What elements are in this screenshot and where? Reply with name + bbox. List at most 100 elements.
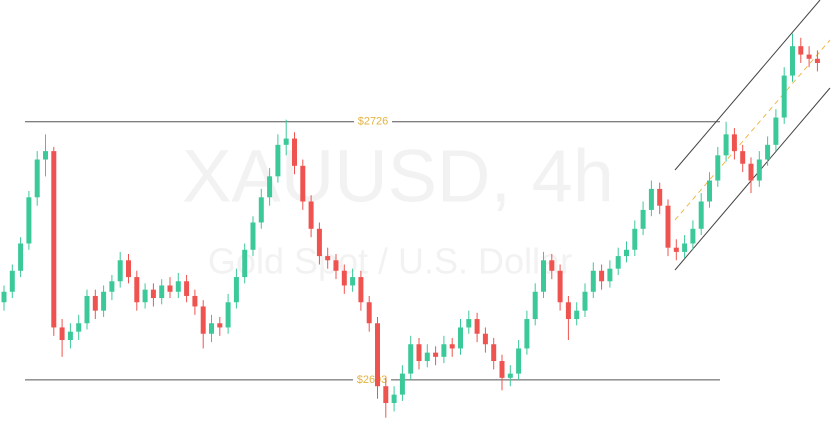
- candle-body: [806, 54, 812, 59]
- candle-body: [624, 249, 629, 257]
- candle-body: [1, 291, 7, 303]
- candle-body: [740, 151, 746, 164]
- candle-body: [648, 188, 654, 210]
- channel-upper: [674, 0, 821, 171]
- candle-body: [142, 289, 148, 303]
- candle-body: [665, 205, 671, 248]
- candle-body: [126, 260, 131, 278]
- candle-body: [375, 323, 380, 387]
- candle-body: [399, 373, 405, 395]
- candle-body: [814, 58, 820, 63]
- candle-body: [283, 138, 289, 145]
- candle-body: [225, 302, 231, 328]
- candle-body: [408, 344, 414, 374]
- candle-body: [491, 344, 497, 362]
- candle-body: [350, 277, 356, 286]
- candle-body: [765, 144, 771, 160]
- candles: [1, 33, 820, 418]
- candle-body: [233, 277, 239, 303]
- candle-body: [698, 201, 704, 229]
- candle-body: [673, 247, 679, 252]
- candle-body: [308, 201, 314, 229]
- candle-body: [175, 281, 181, 292]
- candle-body: [748, 163, 754, 181]
- candle-body: [516, 348, 522, 374]
- candle-body: [582, 291, 588, 311]
- candle-body: [599, 270, 605, 282]
- candle-body: [524, 319, 530, 349]
- watermark: XAUUSD, 4h: [182, 135, 614, 218]
- candle-body: [549, 260, 555, 271]
- candle-body: [690, 228, 696, 244]
- candle-body: [541, 260, 546, 292]
- candle-body: [615, 256, 621, 269]
- candle-body: [258, 197, 264, 223]
- candle-body: [574, 310, 580, 320]
- candle-body: [316, 228, 322, 257]
- channel-middle: [674, 39, 831, 221]
- candle-body: [798, 46, 804, 55]
- candle-body: [43, 151, 48, 160]
- candle-body: [773, 117, 779, 145]
- candle-body: [607, 268, 613, 282]
- candle-body: [632, 228, 638, 250]
- candle-body: [250, 222, 256, 250]
- candle-body: [341, 270, 347, 286]
- candle-body: [781, 75, 787, 118]
- candle-body: [640, 209, 646, 229]
- candle-body: [731, 134, 737, 152]
- candle-body: [192, 295, 198, 307]
- candle-body: [9, 270, 15, 292]
- candle-body: [159, 285, 165, 299]
- candle-body: [109, 281, 115, 292]
- candle-body: [590, 270, 596, 292]
- candle-body: [707, 180, 712, 202]
- candle-body: [267, 176, 273, 198]
- candle-body: [325, 256, 331, 261]
- candle-body: [275, 144, 281, 177]
- candle-body: [167, 285, 173, 292]
- candle-body: [184, 281, 190, 296]
- candle-body: [366, 302, 372, 324]
- level-label: $2726: [358, 116, 389, 128]
- candle-body: [134, 277, 140, 303]
- level-label: $2603: [357, 374, 388, 386]
- candle-body: [333, 260, 339, 271]
- candle-body: [391, 394, 397, 404]
- candle-body: [499, 361, 505, 378]
- candle-body: [217, 323, 223, 328]
- candle-body: [682, 243, 688, 252]
- candle-body: [59, 327, 65, 341]
- candle-body: [723, 134, 729, 156]
- candle-body: [76, 323, 82, 332]
- candle-body: [458, 327, 463, 349]
- candle-body: [565, 302, 571, 320]
- candle-body: [441, 344, 447, 357]
- watermark-subtitle: Gold Spot / U.S. Dollar: [208, 241, 572, 282]
- candle-body: [474, 319, 480, 334]
- candle-body: [300, 165, 306, 202]
- candle-body: [532, 291, 538, 320]
- candle-body: [101, 291, 107, 311]
- candle-body: [756, 159, 762, 181]
- candle-body: [383, 386, 389, 404]
- candle-body: [657, 188, 663, 206]
- candle-body: [790, 46, 795, 76]
- candle-body: [358, 277, 364, 303]
- candle-body: [292, 138, 297, 166]
- candle-body: [466, 319, 472, 328]
- level-label-bg: [354, 114, 392, 129]
- candle-body: [507, 373, 513, 378]
- candle-body: [557, 270, 563, 303]
- candle-body: [200, 306, 206, 334]
- candle-body: [433, 352, 439, 357]
- candle-body: [416, 344, 422, 362]
- candle-body: [92, 295, 98, 311]
- candle-body: [51, 151, 57, 328]
- candle-body: [715, 155, 721, 181]
- candle-body: [482, 333, 488, 345]
- candle-body: [150, 289, 156, 299]
- candle-body: [26, 197, 32, 244]
- candle-body: [424, 352, 430, 362]
